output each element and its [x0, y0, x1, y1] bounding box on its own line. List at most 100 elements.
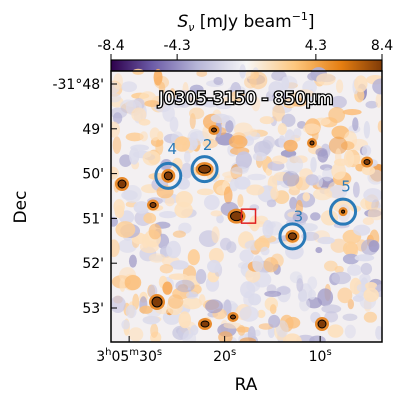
- noise-patch: [352, 181, 360, 198]
- noise-patch: [283, 139, 298, 152]
- noise-patch: [302, 192, 311, 202]
- noise-patch: [150, 323, 159, 338]
- source-label-2: 2: [203, 136, 213, 154]
- noise-patch: [119, 154, 132, 168]
- noise-patch: [111, 93, 122, 103]
- noise-patch: [170, 260, 189, 270]
- noise-patch: [251, 96, 261, 112]
- noise-patch: [266, 199, 277, 208]
- noise-patch: [169, 116, 179, 133]
- colorbar-tick-label: -8.4: [97, 38, 124, 54]
- noise-patch: [252, 152, 267, 162]
- noise-patch: [335, 148, 342, 165]
- noise-patch: [252, 255, 264, 272]
- noise-patch: [124, 274, 142, 291]
- noise-patch: [228, 135, 248, 149]
- noise-patch: [159, 263, 174, 274]
- noise-patch: [237, 194, 244, 208]
- emission-contour: [151, 296, 163, 308]
- noise-patch: [166, 240, 181, 259]
- noise-patch: [207, 259, 221, 273]
- noise-patch: [310, 212, 321, 221]
- noise-patch: [115, 221, 136, 238]
- colorbar-tick-label: -4.3: [163, 38, 190, 54]
- noise-patch: [302, 123, 321, 134]
- noise-patch: [235, 151, 252, 169]
- map-title: J0305-3150 - 850μm: [158, 89, 333, 109]
- noise-patch: [317, 288, 334, 307]
- noise-patch: [331, 271, 351, 285]
- noise-patch: [141, 233, 150, 249]
- noise-patch: [131, 107, 147, 122]
- noise-patch: [272, 92, 291, 100]
- noise-patch: [262, 220, 274, 239]
- noise-patch: [270, 186, 279, 200]
- noise-patch: [182, 297, 202, 310]
- emission-contour: [309, 140, 315, 146]
- noise-patch: [229, 178, 239, 192]
- noise-patch: [125, 304, 137, 319]
- noise-patch: [182, 329, 197, 342]
- source-circle-5: [329, 197, 358, 226]
- map-frame: [110, 70, 383, 343]
- noise-patch: [186, 137, 198, 151]
- noise-patch: [172, 157, 183, 172]
- emission-contour: [230, 314, 236, 320]
- noise-patch: [226, 241, 237, 254]
- noise-patch: [277, 122, 287, 136]
- noise-patch: [111, 121, 121, 138]
- noise-patch: [112, 112, 123, 125]
- noise-patch: [317, 149, 329, 163]
- emission-contour: [341, 209, 346, 214]
- noise-patch: [295, 199, 303, 216]
- noise-patch: [296, 278, 304, 293]
- noise-patch: [247, 173, 267, 181]
- x-tick-label: 10s: [309, 347, 332, 365]
- noise-patch: [316, 73, 336, 86]
- x-tick-label: 20s: [213, 347, 236, 365]
- noise-patch: [157, 131, 164, 141]
- noise-patch: [113, 73, 123, 90]
- emission-contour: [230, 211, 244, 222]
- source-label-4: 4: [168, 140, 178, 158]
- noise-patch: [281, 76, 290, 91]
- noise-patch: [132, 293, 140, 310]
- emission-contour: [200, 320, 210, 328]
- noise-patch: [164, 196, 175, 207]
- source-emission: [115, 125, 373, 331]
- source-circle-3: [278, 222, 307, 251]
- noise-patch: [234, 176, 251, 190]
- noise-patch: [328, 136, 348, 155]
- noise-patch: [158, 81, 166, 95]
- noise-patch: [158, 211, 177, 219]
- noise-patch: [239, 306, 259, 322]
- x-axis: 3h05m30s 20s 10s: [96, 336, 332, 365]
- noise-patch: [272, 155, 288, 165]
- noise-patch: [309, 335, 326, 342]
- y-axis-label: Dec: [11, 191, 31, 224]
- noise-patch: [202, 100, 219, 108]
- colorbar-tick-label: 8.4: [371, 38, 393, 54]
- noise-patch: [225, 120, 234, 133]
- noise-patch: [202, 138, 218, 149]
- noise-patch: [172, 230, 186, 238]
- noise-patch: [324, 311, 339, 323]
- colorbar-label: Sν [mJy beam−1]: [177, 10, 314, 34]
- noise-patch: [223, 322, 242, 329]
- noise-patch: [249, 128, 258, 137]
- noise-patch: [198, 294, 206, 306]
- noise-patch: [308, 289, 316, 300]
- colorbar-tick-label: 4.3: [305, 38, 327, 54]
- noise-patch: [347, 264, 362, 276]
- noise-patch: [142, 150, 161, 166]
- noise-patch: [125, 132, 144, 142]
- source-circle-2: [190, 155, 219, 184]
- emission-contour: [117, 179, 127, 189]
- noise-patch: [313, 188, 333, 201]
- emission-contour: [211, 127, 217, 133]
- noise-patch: [362, 217, 374, 226]
- noise-patch: [264, 290, 282, 298]
- noise-patch: [242, 94, 251, 106]
- noise-patch: [282, 170, 300, 187]
- noise-patch: [337, 287, 353, 304]
